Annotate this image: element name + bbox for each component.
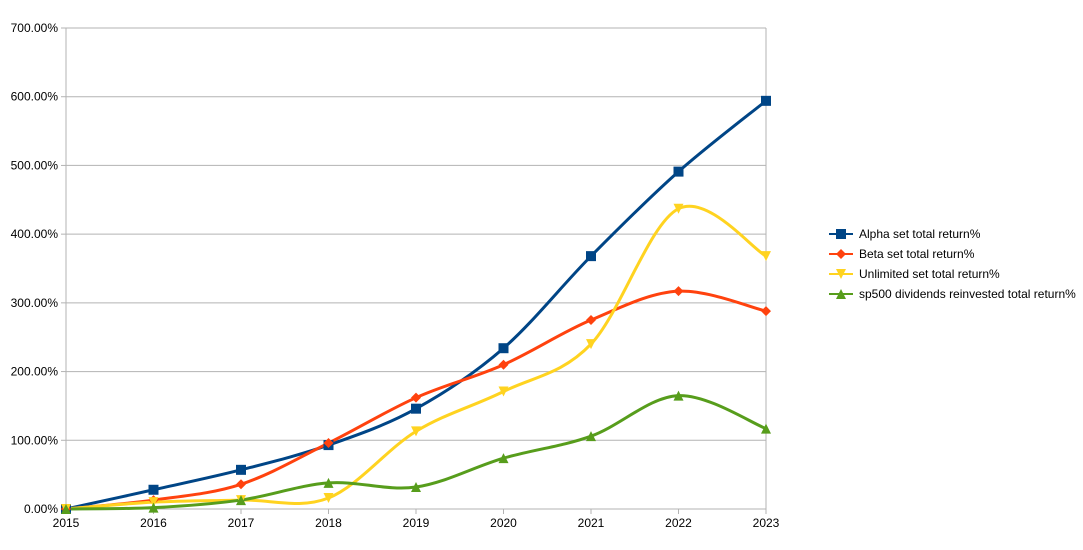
data-point-3-6 (586, 431, 596, 442)
data-point-3-1 (148, 502, 159, 513)
data-point-2-6 (586, 339, 596, 350)
y-tick-label: 0.00% (24, 502, 58, 516)
x-tick-label: 2023 (753, 516, 780, 530)
x-tick-labels: 2015 2016 2017 2018 2019 2020 2021 2022 2023 (53, 516, 780, 530)
series-line-2 (64, 204, 768, 511)
legend-swatch-marker (836, 229, 846, 239)
data-point-3-2 (236, 495, 246, 506)
y-tick-label: 300.00% (11, 296, 59, 310)
x-tick-label: 2016 (140, 516, 167, 530)
legend-label: Unlimited set total return% (859, 267, 1000, 281)
legend-swatch-marker (836, 249, 846, 259)
data-point-1-5 (498, 359, 509, 370)
data-point-0-8 (761, 95, 771, 106)
data-point-2-3 (323, 493, 334, 504)
data-point-1-8 (761, 306, 771, 317)
y-tick-label: 400.00% (11, 227, 59, 241)
data-point-3-8 (761, 423, 771, 434)
y-tick-label: 700.00% (11, 21, 59, 35)
data-point-3-7 (673, 390, 684, 401)
legend-label: Alpha set total return% (859, 227, 981, 241)
gridlines (66, 27, 766, 510)
y-tick-label: 500.00% (11, 158, 59, 172)
legend-label: sp500 dividends reinvested total return% (859, 287, 1076, 301)
data-point-3-3 (323, 477, 334, 488)
series-markers (61, 95, 771, 514)
data-point-1-2 (236, 479, 246, 490)
data-point-1-6 (586, 315, 596, 326)
data-point-2-5 (498, 386, 509, 397)
data-point-0-4 (411, 403, 421, 414)
y-tick-labels: 0.00% 100.00% 200.00% 300.00% 400.00% 500.00%… (11, 21, 59, 516)
data-point-0-6 (586, 251, 596, 262)
y-tick-label: 200.00% (11, 365, 59, 379)
data-point-3-4 (411, 482, 421, 493)
x-tick-label: 2021 (578, 516, 605, 530)
axes (61, 27, 767, 514)
x-tick-label: 2022 (665, 516, 692, 530)
legend-swatch-marker (836, 289, 846, 299)
legend-swatch-marker (836, 269, 846, 279)
data-point-0-7 (673, 166, 684, 177)
legend: Alpha set total return% Beta set total re… (829, 227, 1076, 301)
data-point-3-0 (61, 504, 71, 514)
data-point-1-4 (411, 392, 421, 403)
x-tick-label: 2019 (403, 516, 430, 530)
data-point-2-4 (411, 426, 421, 437)
series-line-0 (64, 99, 768, 511)
data-point-3-5 (498, 453, 509, 464)
data-point-0-2 (236, 464, 246, 475)
legend-label: Beta set total return% (859, 247, 975, 261)
y-tick-label: 600.00% (11, 90, 59, 104)
data-point-1-7 (673, 286, 684, 297)
data-point-2-7 (673, 203, 684, 214)
x-tick-label: 2020 (490, 516, 517, 530)
x-tick-label: 2018 (315, 516, 342, 530)
y-tick-label: 100.00% (11, 433, 59, 447)
x-tick-label: 2017 (228, 516, 255, 530)
series-lines (64, 99, 768, 511)
data-point-1-3 (323, 438, 334, 449)
data-point-2-1 (148, 497, 159, 508)
data-point-2-8 (761, 251, 771, 262)
data-point-0-5 (498, 343, 509, 354)
x-tick-label: 2015 (53, 516, 80, 530)
data-point-0-1 (148, 484, 159, 495)
